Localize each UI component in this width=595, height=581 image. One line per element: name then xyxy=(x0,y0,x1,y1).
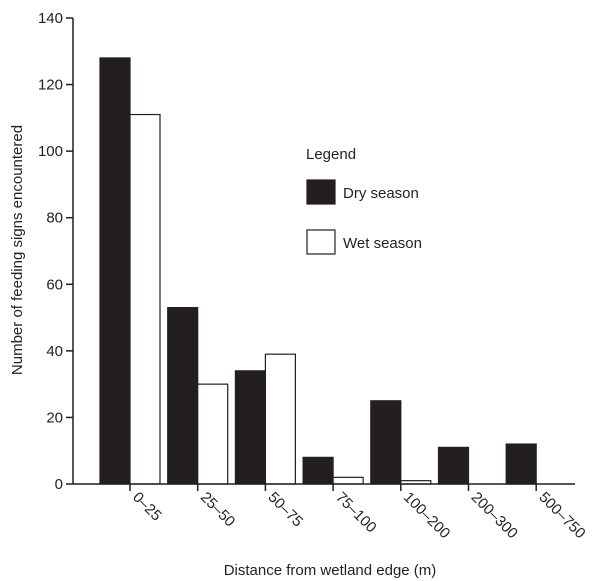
bar-dry-season xyxy=(167,306,199,485)
bar-wet-season xyxy=(264,353,296,485)
bars-group xyxy=(99,57,537,485)
x-tick-label: 25–50 xyxy=(197,489,239,531)
legend-swatch-wet xyxy=(306,229,336,255)
x-axis-title: Distance from wetland edge (m) xyxy=(224,562,437,579)
y-tick-label: 100 xyxy=(38,143,63,160)
legend-label-dry: Dry season xyxy=(343,185,419,202)
bar-dry-season xyxy=(505,443,537,485)
legend-swatch-dry xyxy=(306,179,336,205)
legend: Legend Dry season Wet season xyxy=(306,146,422,255)
x-tick-label: 500–750 xyxy=(535,489,588,542)
x-tick-label: 75–100 xyxy=(332,489,379,536)
bar-wet-season xyxy=(129,113,161,485)
bar-dry-season xyxy=(234,370,266,485)
x-axis: 0–25 25–50 50–75 75–100 100–200 200–300 500–75… xyxy=(73,483,589,542)
legend-label-wet: Wet season xyxy=(343,235,422,252)
y-tick-label: 0 xyxy=(55,476,63,493)
x-tick-label: 200–300 xyxy=(468,489,521,542)
bar-wet-season xyxy=(197,383,229,485)
x-tick-label: 100–200 xyxy=(400,489,453,542)
y-tick-label: 40 xyxy=(46,343,63,360)
bar-dry-season xyxy=(370,400,402,485)
x-tick-label: 0–25 xyxy=(129,489,165,525)
x-tick-label: 50–75 xyxy=(265,489,307,531)
y-tick-label: 140 xyxy=(38,10,63,27)
y-tick-label: 60 xyxy=(46,276,63,293)
bar-wet-season xyxy=(332,476,364,485)
y-tick-label: 120 xyxy=(38,77,63,94)
bar-dry-season xyxy=(99,57,131,485)
y-tick-label: 80 xyxy=(46,210,63,227)
bar-dry-season xyxy=(302,456,334,485)
y-axis: 0 20 40 60 80 100 120 140 xyxy=(38,10,74,493)
y-tick-label: 20 xyxy=(46,409,63,426)
y-axis-title: Number of feeding signs encountered xyxy=(9,125,26,375)
bar-dry-season xyxy=(437,446,470,485)
legend-title: Legend xyxy=(306,146,356,163)
